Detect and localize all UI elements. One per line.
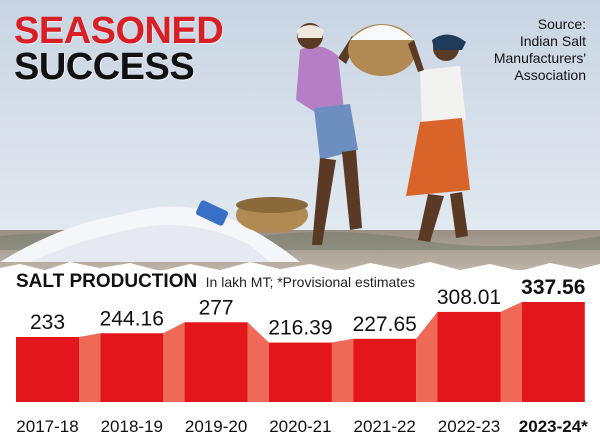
- data-label: 308.01: [437, 286, 501, 309]
- bar: [437, 311, 501, 402]
- x-tick-label: 2021-22: [354, 417, 416, 436]
- bar: [353, 338, 417, 402]
- x-tick-label: 2018-19: [101, 417, 163, 436]
- source-line: Indian Salt: [519, 33, 586, 49]
- x-tick-label: 2017-18: [16, 417, 78, 436]
- bar-connector: [331, 338, 354, 402]
- x-tick-label: 2020-21: [269, 417, 331, 436]
- source-note: Source: Indian Salt Manufacturers' Assoc…: [416, 16, 586, 84]
- data-label: 277: [199, 296, 234, 319]
- x-tick-label: 2022-23: [438, 417, 500, 436]
- bar-connector: [247, 322, 269, 402]
- bar: [100, 333, 164, 402]
- source-line: Association: [514, 67, 586, 83]
- bar: [184, 322, 248, 402]
- headline-line-2: SUCCESS: [14, 46, 195, 88]
- data-label: 216.39: [268, 317, 332, 340]
- data-label: 244.16: [100, 307, 164, 330]
- bar-connector: [79, 333, 101, 402]
- x-tick-label: 2023-24*: [519, 417, 588, 436]
- bar-connector: [500, 302, 522, 402]
- bar: [268, 342, 332, 402]
- headline-line-1: SEASONED: [14, 10, 224, 52]
- chart-title-block: SALT PRODUCTION In lakh MT; *Provisional…: [16, 271, 415, 293]
- bar: [521, 302, 585, 402]
- bar-connector: [416, 311, 438, 402]
- data-label: 233: [30, 311, 65, 334]
- data-label: 337.56: [521, 276, 585, 299]
- source-line: Manufacturers': [493, 50, 586, 66]
- x-tick-label: 2019-20: [185, 417, 247, 436]
- data-label: 227.65: [353, 313, 417, 336]
- source-line: Source:: [537, 16, 586, 32]
- chart-subtitle: In lakh MT; *Provisional estimates: [205, 274, 415, 290]
- bar: [16, 337, 79, 402]
- chart-title: SALT PRODUCTION: [16, 271, 198, 292]
- bar-connector: [163, 322, 185, 402]
